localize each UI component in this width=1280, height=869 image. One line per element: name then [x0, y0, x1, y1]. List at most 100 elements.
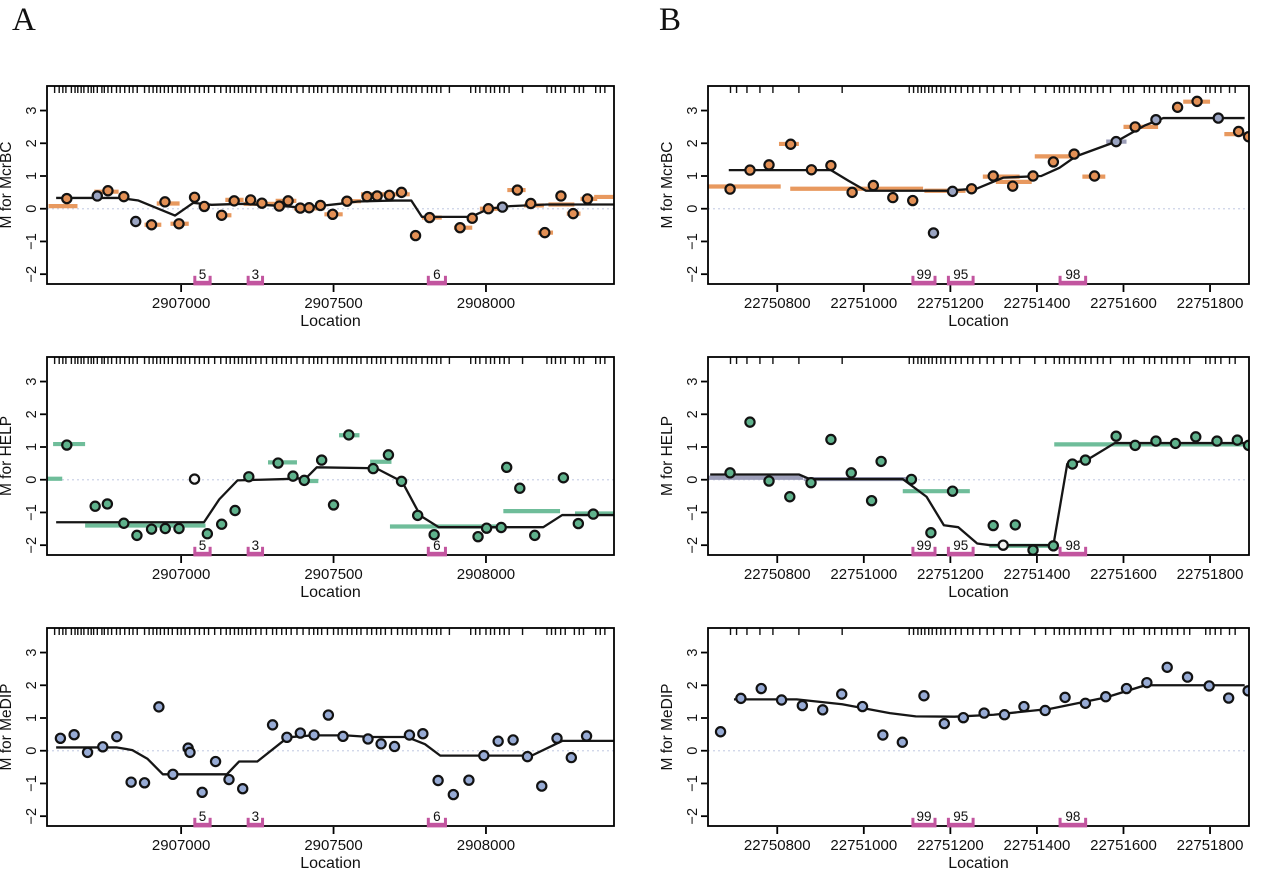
x-tick-label: 2907000 — [152, 295, 210, 312]
y-axis-title: M for McrBC — [659, 142, 676, 229]
fit-line — [733, 684, 1245, 718]
data-point — [496, 201, 509, 213]
data-point — [125, 776, 137, 788]
data-point — [1141, 676, 1153, 689]
region-marker-label: 3 — [252, 538, 260, 553]
region-marker-nub — [1084, 817, 1088, 824]
data-point — [507, 734, 519, 746]
data-point — [572, 517, 585, 530]
region-marker-label: 95 — [953, 267, 968, 282]
region-marker-nub — [193, 546, 197, 553]
panel-a-medip: 2907000 2907500 2908000 Location 3 2 1 0 −1 −2 M f… — [0, 627, 615, 869]
data-point — [314, 199, 327, 212]
region-marker-nub — [946, 817, 950, 824]
data-point — [1006, 180, 1019, 192]
data-point — [273, 200, 285, 212]
y-tick-label: 3 — [24, 649, 40, 657]
plot-border — [707, 85, 1250, 285]
region-marker-bar — [246, 822, 265, 828]
data-point — [1150, 114, 1162, 126]
data-point — [145, 219, 158, 231]
y-tick-label: −1 — [24, 233, 40, 250]
data-point — [1169, 437, 1182, 450]
data-point — [500, 461, 513, 473]
y-tick-label: 2 — [24, 681, 40, 689]
region-marker-nub — [1084, 546, 1088, 553]
region-marker-nub — [443, 275, 447, 282]
data-point — [514, 482, 526, 494]
data-point — [61, 192, 73, 205]
region-marker-bar — [426, 551, 447, 557]
region-marker-nub — [911, 275, 915, 282]
y-tick-label: −1 — [685, 775, 701, 792]
data-point — [845, 467, 857, 479]
data-point — [784, 138, 797, 150]
y-tick-label: 1 — [24, 443, 40, 451]
data-point — [272, 457, 284, 469]
fit-line — [728, 116, 1245, 192]
data-point — [529, 529, 541, 542]
data-point — [1120, 682, 1133, 695]
data-point — [957, 711, 970, 724]
data-point — [521, 750, 534, 763]
panel-b-medip: 22750800 22751000 22751200 22751400 22751600… — [659, 627, 1250, 869]
data-point — [308, 729, 320, 741]
data-point — [403, 729, 416, 741]
data-point — [54, 732, 67, 744]
x-tick-label: 22751800 — [1177, 566, 1244, 583]
y-axis: 3 2 1 0 −1 −2 M for MeDIP — [0, 649, 46, 824]
panel-b-label: B — [659, 2, 682, 38]
data-point — [557, 472, 570, 484]
x-tick-label: 22751600 — [1090, 566, 1157, 583]
data-point — [118, 190, 130, 203]
data-point — [395, 475, 408, 488]
x-axis-title: Location — [948, 313, 1009, 328]
data-point — [1027, 170, 1039, 182]
x-tick-label: 22751800 — [1177, 837, 1244, 854]
x-tick-label: 22751000 — [830, 566, 897, 583]
data-point — [1129, 121, 1141, 133]
region-marker-label: 99 — [916, 809, 931, 824]
data-point — [1088, 170, 1101, 182]
data-point — [567, 207, 579, 220]
region-marker-bar — [946, 551, 975, 557]
region-marker-nub — [933, 275, 937, 282]
data-point — [153, 701, 165, 713]
y-tick-label: 0 — [24, 205, 40, 213]
data-point — [887, 191, 899, 204]
data-point — [978, 707, 990, 719]
probe-rug — [729, 86, 1236, 93]
y-tick-label: 2 — [24, 410, 40, 418]
data-point — [1232, 125, 1245, 138]
region-marker-nub — [208, 275, 212, 282]
data-point — [946, 485, 959, 497]
data-point — [805, 476, 817, 489]
y-axis: 3 2 1 0 −1 −2 M for HELP — [659, 378, 707, 553]
data-point — [724, 183, 736, 195]
data-point — [482, 203, 495, 215]
data-point — [1190, 431, 1202, 443]
plot-border — [707, 356, 1250, 556]
data-point — [423, 211, 436, 224]
data-points — [54, 701, 593, 801]
y-tick-label: −1 — [24, 775, 40, 792]
region-marker-bar — [946, 280, 975, 286]
region-marker-nub — [426, 817, 430, 824]
data-point — [1211, 435, 1223, 447]
region-markers: 99 95 98 — [911, 809, 1088, 828]
region-marker-label: 6 — [433, 267, 441, 282]
x-axis: 2907000 2907500 2908000 Location — [152, 285, 515, 328]
region-marker-bar — [1058, 551, 1088, 557]
region-marker-nub — [971, 817, 975, 824]
region-marker-nub — [193, 275, 197, 282]
panel-a-label: A — [12, 2, 36, 38]
data-point — [228, 195, 240, 207]
data-point — [97, 741, 109, 753]
data-point — [1068, 148, 1080, 160]
data-point — [775, 694, 788, 706]
data-point — [326, 208, 339, 220]
y-axis: 3 2 1 0 −1 −2 M for HELP — [0, 378, 46, 553]
y-axis-title: M for MeDIP — [0, 684, 15, 771]
data-point — [102, 185, 114, 197]
data-point — [327, 499, 340, 511]
